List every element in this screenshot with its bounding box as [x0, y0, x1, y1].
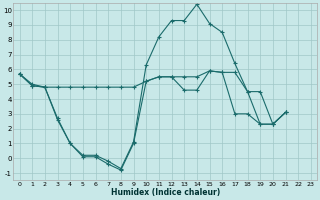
X-axis label: Humidex (Indice chaleur): Humidex (Indice chaleur) [111, 188, 220, 197]
